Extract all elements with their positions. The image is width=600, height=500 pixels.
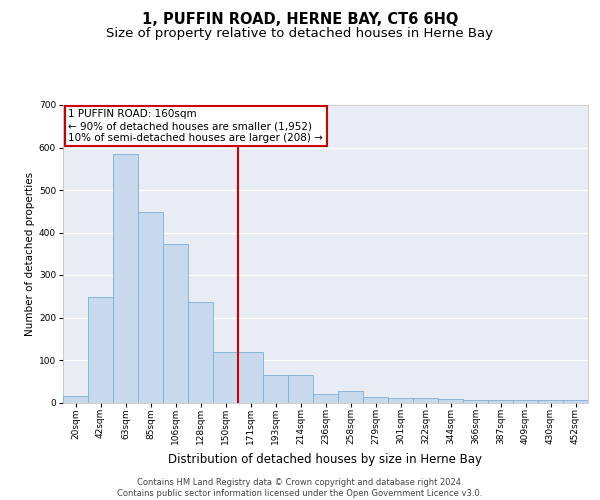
Text: 1, PUFFIN ROAD, HERNE BAY, CT6 6HQ: 1, PUFFIN ROAD, HERNE BAY, CT6 6HQ — [142, 12, 458, 28]
Bar — [513, 400, 538, 402]
Bar — [463, 400, 488, 402]
Bar — [188, 302, 213, 402]
Bar — [563, 400, 588, 402]
Bar — [338, 390, 363, 402]
Y-axis label: Number of detached properties: Number of detached properties — [25, 172, 35, 336]
Bar — [163, 244, 188, 402]
Bar — [538, 400, 563, 402]
Bar — [288, 375, 313, 402]
Bar — [488, 400, 513, 402]
Bar — [313, 394, 338, 402]
Bar — [113, 154, 138, 402]
Bar — [413, 398, 438, 402]
Bar — [388, 398, 413, 402]
Bar — [263, 375, 288, 402]
Bar — [438, 399, 463, 402]
Bar — [238, 352, 263, 403]
Bar — [88, 297, 113, 403]
X-axis label: Distribution of detached houses by size in Herne Bay: Distribution of detached houses by size … — [169, 453, 482, 466]
Text: Size of property relative to detached houses in Herne Bay: Size of property relative to detached ho… — [107, 28, 493, 40]
Text: Contains HM Land Registry data © Crown copyright and database right 2024.
Contai: Contains HM Land Registry data © Crown c… — [118, 478, 482, 498]
Bar — [138, 212, 163, 402]
Bar — [213, 352, 238, 403]
Text: 1 PUFFIN ROAD: 160sqm
← 90% of detached houses are smaller (1,952)
10% of semi-d: 1 PUFFIN ROAD: 160sqm ← 90% of detached … — [68, 110, 323, 142]
Bar — [63, 396, 88, 402]
Bar — [363, 398, 388, 402]
